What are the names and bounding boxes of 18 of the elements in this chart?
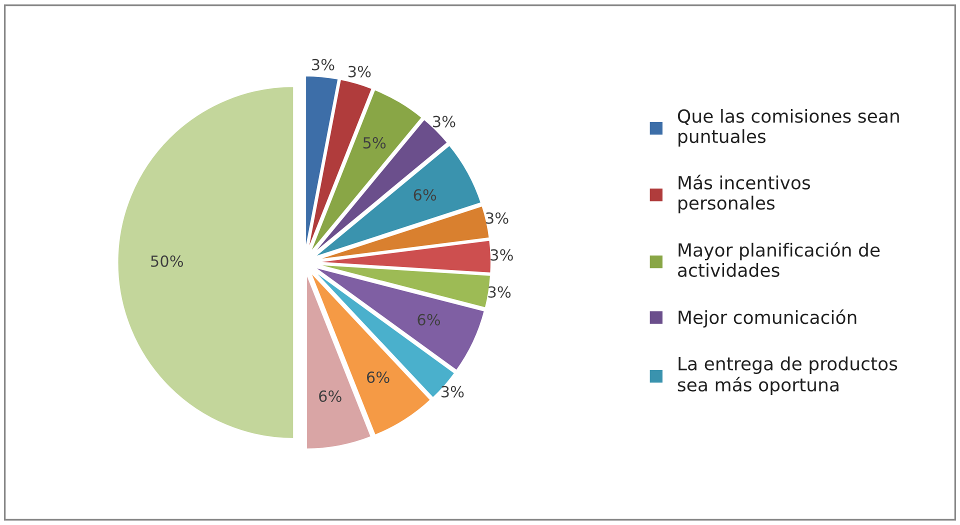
legend-label: Mejor comunicación (678, 309, 856, 328)
data-label: 3% (312, 58, 334, 70)
data-label: 6% (418, 314, 440, 326)
legend-label: Más incentivos personales (678, 174, 810, 214)
data-label: 3% (433, 116, 456, 128)
data-label: 6% (366, 371, 390, 384)
data-label: 3% (486, 212, 508, 224)
data-label: 50% (151, 255, 184, 267)
legend-label: Que las comisiones sean puntuales (678, 108, 899, 147)
data-label: 3% (348, 66, 371, 78)
data-label: 5% (363, 137, 386, 149)
legend-label: Mayor planificación de actividades (678, 242, 880, 278)
data-label: 6% (319, 390, 342, 402)
data-label: 3% (441, 386, 464, 398)
data-label: 3% (488, 286, 511, 298)
data-label: 6% (414, 189, 436, 201)
legend-label: La entrega de productos sea más oportuna (678, 356, 898, 396)
data-label: 3% (490, 249, 513, 261)
